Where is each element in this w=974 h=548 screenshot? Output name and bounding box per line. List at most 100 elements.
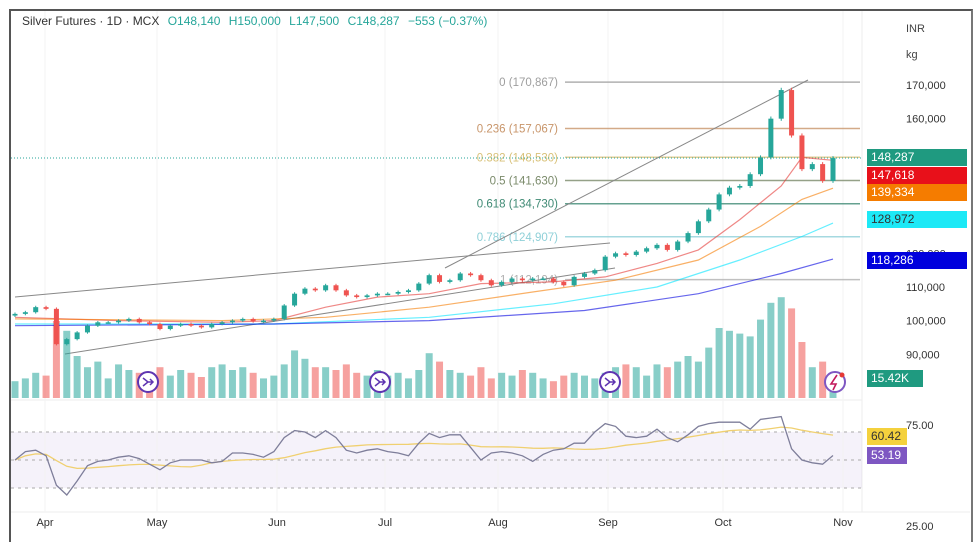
candle-body <box>12 313 18 316</box>
volume-bar <box>591 378 599 398</box>
fib-level-label: 0.236 (157,067) <box>477 124 558 136</box>
candle-body <box>323 285 329 291</box>
volume-bar <box>332 370 340 398</box>
candle-body <box>116 320 122 323</box>
candle-body <box>778 90 784 119</box>
ma200-badge: 118,286 <box>867 252 967 269</box>
candle-body <box>468 273 474 276</box>
volume-bar <box>52 321 60 398</box>
candle-body <box>758 157 764 175</box>
candle-body <box>354 295 360 298</box>
volume-bar <box>436 361 444 398</box>
volume-bar <box>11 381 19 398</box>
unit-label: kg <box>906 49 918 61</box>
x-tick-label: Oct <box>714 517 731 529</box>
candle-body <box>457 273 463 281</box>
ma20-badge: 147,618 <box>867 167 967 184</box>
candle-body <box>747 174 753 186</box>
price-tick-label: 160,000 <box>906 114 946 126</box>
volume-bar <box>249 372 257 398</box>
fib-level-label: 0.382 (148,530) <box>477 152 558 164</box>
price-unit[interactable]: INR kg <box>906 16 925 68</box>
candle-body <box>592 270 598 274</box>
volume-bar <box>477 367 485 398</box>
ohlc-high: H150,000 <box>228 14 281 28</box>
volume-bar <box>808 367 816 398</box>
candle-body <box>188 323 194 326</box>
candle-body <box>633 251 639 255</box>
candle-body <box>550 278 556 282</box>
channel-upper-line <box>14 242 611 298</box>
x-tick-label: Jul <box>378 517 392 529</box>
volume-bar <box>653 364 661 398</box>
price-tick-label: 110,000 <box>906 282 945 294</box>
candle-body <box>167 325 173 330</box>
volume-bar <box>73 356 81 398</box>
candle-body <box>820 164 826 181</box>
candle-body <box>385 293 391 296</box>
rsi-badge: 53.19 <box>867 447 907 464</box>
volume-bar <box>757 319 765 398</box>
candle-body <box>478 275 484 281</box>
price-change: −553 (−0.37%) <box>407 14 488 28</box>
x-tick-label: Aug <box>488 517 508 529</box>
candle-body <box>437 275 443 282</box>
candle-body <box>768 118 774 158</box>
rsi-line <box>14 415 834 496</box>
candle-body <box>716 194 722 210</box>
candle-body <box>198 325 204 328</box>
rsi-ma-badge: 60.42 <box>867 428 907 445</box>
volume-bar <box>663 367 671 398</box>
volume-bar <box>487 378 495 398</box>
volume-bar <box>549 381 557 398</box>
candle-body <box>395 292 401 294</box>
candle-body <box>685 233 691 242</box>
candle-body <box>74 332 80 340</box>
volume-bar <box>342 364 350 398</box>
volume-bar <box>394 372 402 398</box>
volume-bar <box>94 361 102 398</box>
price-tick-label: 170,000 <box>906 80 946 92</box>
candle-body <box>581 273 587 277</box>
candle-body <box>447 280 453 282</box>
volume-bar <box>42 375 50 398</box>
volume-bar <box>404 378 412 398</box>
split-event-icon[interactable] <box>137 371 159 393</box>
candle-body <box>302 288 308 294</box>
split-event-icon[interactable] <box>369 371 391 393</box>
candle-body <box>799 135 805 170</box>
candle-body <box>695 221 701 234</box>
candle-body <box>53 308 59 345</box>
candle-body <box>33 307 39 313</box>
volume-bar <box>674 361 682 398</box>
candle-body <box>364 295 370 298</box>
earnings-event-icon[interactable] <box>824 371 846 393</box>
volume-bar <box>104 378 112 398</box>
candle-body <box>64 339 70 345</box>
candle-body <box>95 322 101 326</box>
candle-body <box>105 322 111 324</box>
volume-bar <box>260 378 268 398</box>
candle-body <box>644 248 650 252</box>
split-event-icon[interactable] <box>599 371 621 393</box>
fib-level-label: 0.618 (134,730) <box>477 199 558 211</box>
candle-body <box>219 322 225 324</box>
fib-level-label: 0 (170,867) <box>499 77 558 89</box>
legend-header: Silver Futures · 1D · MCX O148,140 H150,… <box>22 14 492 28</box>
volume-bar <box>725 330 733 398</box>
candle-body <box>488 280 494 286</box>
candle-body <box>43 307 49 309</box>
volume-bar <box>166 375 174 398</box>
candle-body <box>737 185 743 188</box>
candle-body <box>830 158 836 181</box>
candle-body <box>499 281 505 286</box>
volume-bar <box>187 372 195 398</box>
volume-bar <box>125 370 133 398</box>
x-tick-label: Sep <box>598 517 618 529</box>
volume-bar <box>270 375 278 398</box>
symbol-title[interactable]: Silver Futures · 1D · MCX <box>22 14 160 28</box>
candle-body <box>250 318 256 322</box>
volume-bar <box>301 358 309 398</box>
volume-bar <box>446 370 454 398</box>
